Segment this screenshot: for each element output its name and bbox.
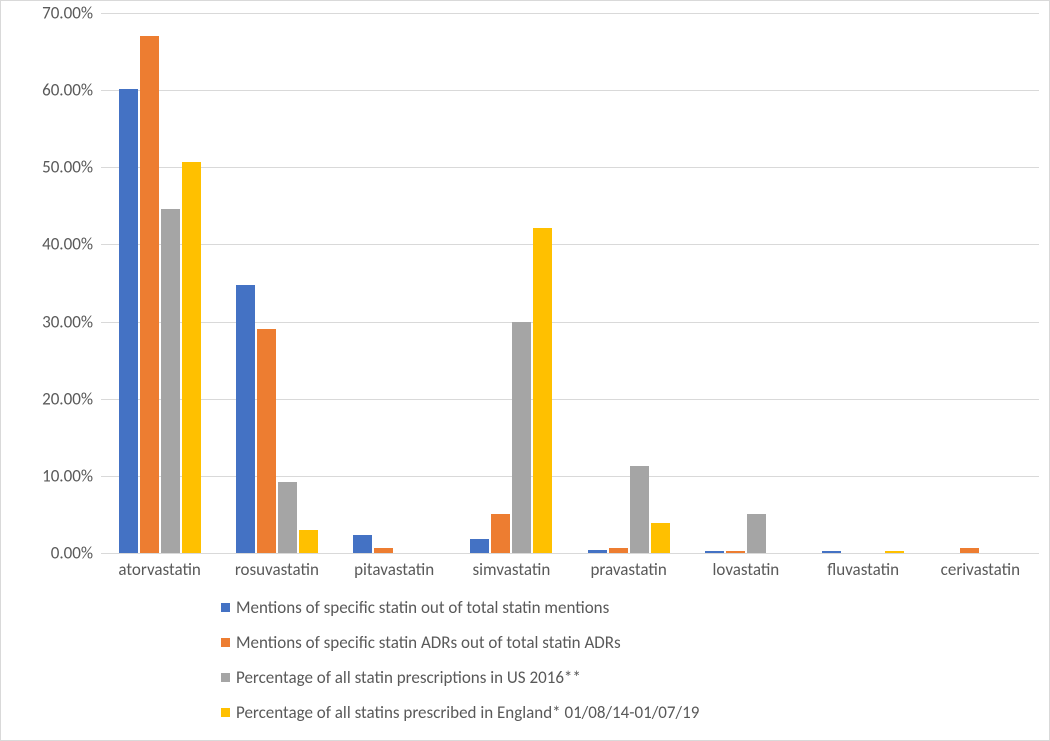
legend-label: Percentage of all statins prescribed in … bbox=[236, 702, 699, 723]
bar bbox=[533, 228, 552, 553]
legend-label: Percentage of all statin prescriptions i… bbox=[236, 667, 581, 688]
x-tick-label: lovastatin bbox=[713, 559, 780, 580]
bar bbox=[374, 548, 393, 553]
y-tick-label: 50.00% bbox=[42, 157, 93, 178]
bar bbox=[257, 329, 276, 553]
y-tick-label: 70.00% bbox=[42, 3, 93, 24]
bar bbox=[512, 322, 531, 553]
bar bbox=[470, 539, 489, 553]
bar bbox=[119, 89, 138, 553]
x-tick-label: cerivastatin bbox=[941, 559, 1020, 580]
gridline bbox=[101, 13, 1039, 14]
legend: Mentions of specific statin out of total… bbox=[221, 597, 699, 723]
legend-label: Mentions of specific statin ADRs out of … bbox=[236, 632, 621, 653]
bar bbox=[491, 514, 510, 553]
bar bbox=[630, 466, 649, 553]
gridline bbox=[101, 553, 1039, 554]
bar bbox=[140, 36, 159, 553]
plot-area: 0.00%10.00%20.00%30.00%40.00%50.00%60.00… bbox=[101, 13, 1039, 553]
bar bbox=[726, 551, 745, 553]
bar bbox=[588, 550, 607, 553]
legend-item: Percentage of all statins prescribed in … bbox=[221, 702, 699, 723]
y-tick-label: 30.00% bbox=[42, 311, 93, 332]
x-tick-label: pravastatin bbox=[590, 559, 666, 580]
x-tick-label: pitavastatin bbox=[354, 559, 434, 580]
bar bbox=[960, 548, 979, 553]
y-tick-label: 40.00% bbox=[42, 234, 93, 255]
gridline bbox=[101, 167, 1039, 168]
legend-swatch bbox=[221, 673, 230, 682]
x-tick-label: rosuvastatin bbox=[235, 559, 319, 580]
y-tick-label: 20.00% bbox=[42, 388, 93, 409]
x-tick-label: simvastatin bbox=[472, 559, 550, 580]
x-tick-label: fluvastatin bbox=[827, 559, 899, 580]
y-tick-label: 10.00% bbox=[42, 465, 93, 486]
legend-swatch bbox=[221, 708, 230, 717]
bar bbox=[747, 514, 766, 553]
bar bbox=[278, 482, 297, 553]
legend-item: Mentions of specific statin ADRs out of … bbox=[221, 632, 699, 653]
bar bbox=[822, 551, 841, 553]
bar bbox=[353, 535, 372, 553]
bar bbox=[182, 162, 201, 553]
legend-item: Percentage of all statin prescriptions i… bbox=[221, 667, 699, 688]
bar bbox=[705, 551, 724, 553]
bar bbox=[609, 548, 628, 553]
legend-item: Mentions of specific statin out of total… bbox=[221, 597, 699, 618]
gridline bbox=[101, 244, 1039, 245]
legend-swatch bbox=[221, 638, 230, 647]
chart-frame: 0.00% 10.00% 20.00% 30.00% 40.00% 50.00% 60.00… bbox=[0, 0, 1050, 741]
bar bbox=[651, 523, 670, 553]
gridline bbox=[101, 90, 1039, 91]
y-tick-label: 0.00% bbox=[51, 543, 93, 564]
bar bbox=[236, 285, 255, 553]
legend-label: Mentions of specific statin out of total… bbox=[236, 597, 609, 618]
x-tick-label: atorvastatin bbox=[118, 559, 200, 580]
bar bbox=[161, 209, 180, 553]
bar bbox=[299, 530, 318, 553]
bar bbox=[885, 551, 904, 553]
legend-swatch bbox=[221, 603, 230, 612]
y-tick-label: 60.00% bbox=[42, 80, 93, 101]
